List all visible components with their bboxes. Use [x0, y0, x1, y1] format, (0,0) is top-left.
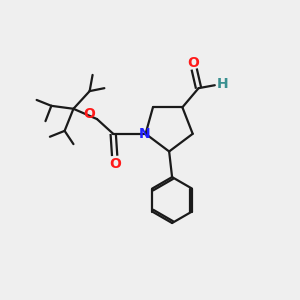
Text: N: N: [138, 127, 150, 141]
Text: O: O: [83, 107, 95, 121]
Text: H: H: [217, 77, 229, 91]
Text: O: O: [187, 56, 199, 70]
Text: O: O: [109, 157, 121, 171]
